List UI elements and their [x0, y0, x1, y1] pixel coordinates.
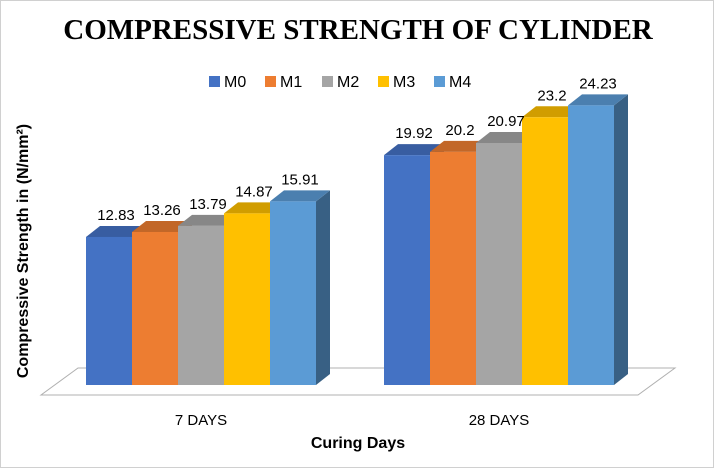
bar-top-face: [476, 132, 536, 144]
bar-top-face: [384, 144, 444, 156]
legend-item-m1: M1: [265, 74, 302, 91]
legend-label: M2: [337, 74, 359, 91]
x-axis-title: Curing Days: [311, 435, 405, 452]
bar-front-face: [568, 105, 614, 385]
value-label: 19.92: [395, 125, 433, 142]
bar-front-face: [430, 151, 476, 385]
legend-swatch: [378, 76, 389, 87]
legend-item-m0: M0: [209, 74, 246, 91]
x-tick-label: 7 DAYS: [175, 412, 227, 429]
bar-top-face: [132, 220, 192, 232]
bar-side-face: [316, 190, 330, 385]
bar-top-face: [522, 106, 582, 118]
y-axis-title: Compressive Strength in (N/mm²): [15, 124, 32, 378]
value-label: 14.87: [235, 183, 273, 200]
legend-swatch: [209, 76, 220, 87]
x-tick-label: 28 DAYS: [469, 412, 530, 429]
bar-m4-28-days: [568, 94, 628, 385]
bar-front-face: [476, 143, 522, 385]
value-label: 15.91: [281, 171, 319, 188]
bar-top-face: [568, 94, 628, 106]
bar-side-face: [614, 94, 628, 385]
x-tick-labels: 7 DAYS 28 DAYS: [175, 412, 529, 429]
bar-front-face: [224, 213, 270, 385]
bar-front-face: [86, 236, 132, 385]
value-label: 13.26: [143, 202, 181, 219]
value-label: 24.23: [579, 75, 617, 92]
legend: M0 M1 M2 M3 M4: [209, 74, 471, 91]
bar-front-face: [384, 155, 430, 385]
bar-top-face: [430, 140, 490, 152]
bar-front-face: [522, 117, 568, 385]
bar-front-face: [132, 231, 178, 385]
bar-top-face: [270, 190, 330, 202]
value-label: 23.2: [537, 87, 566, 104]
legend-swatch: [265, 76, 276, 87]
value-labels-group: 12.83 13.26 13.79 14.87 15.91 19.92 20.2 20.97 2…: [97, 75, 617, 224]
bar-top-face: [86, 225, 146, 237]
value-label: 20.97: [487, 113, 525, 130]
bar-front-face: [270, 201, 316, 385]
legend-label: M0: [224, 74, 246, 91]
legend-item-m3: M3: [378, 74, 415, 91]
legend-label: M4: [449, 74, 471, 91]
legend-swatch: [434, 76, 445, 87]
legend-label: M1: [280, 74, 302, 91]
chart-title: COMPRESSIVE STRENGTH OF CYLINDER: [63, 14, 654, 46]
bar-m4-7-days: [270, 190, 330, 385]
bar-front-face: [178, 225, 224, 385]
legend-swatch: [322, 76, 333, 87]
value-label: 13.79: [189, 196, 227, 213]
value-label: 20.2: [445, 122, 474, 139]
legend-item-m4: M4: [434, 74, 471, 91]
bar-top-face: [224, 202, 284, 214]
legend-item-m2: M2: [322, 74, 359, 91]
bars-group: [86, 94, 628, 385]
value-label: 12.83: [97, 207, 135, 224]
legend-label: M3: [393, 74, 415, 91]
bar-top-face: [178, 214, 238, 226]
